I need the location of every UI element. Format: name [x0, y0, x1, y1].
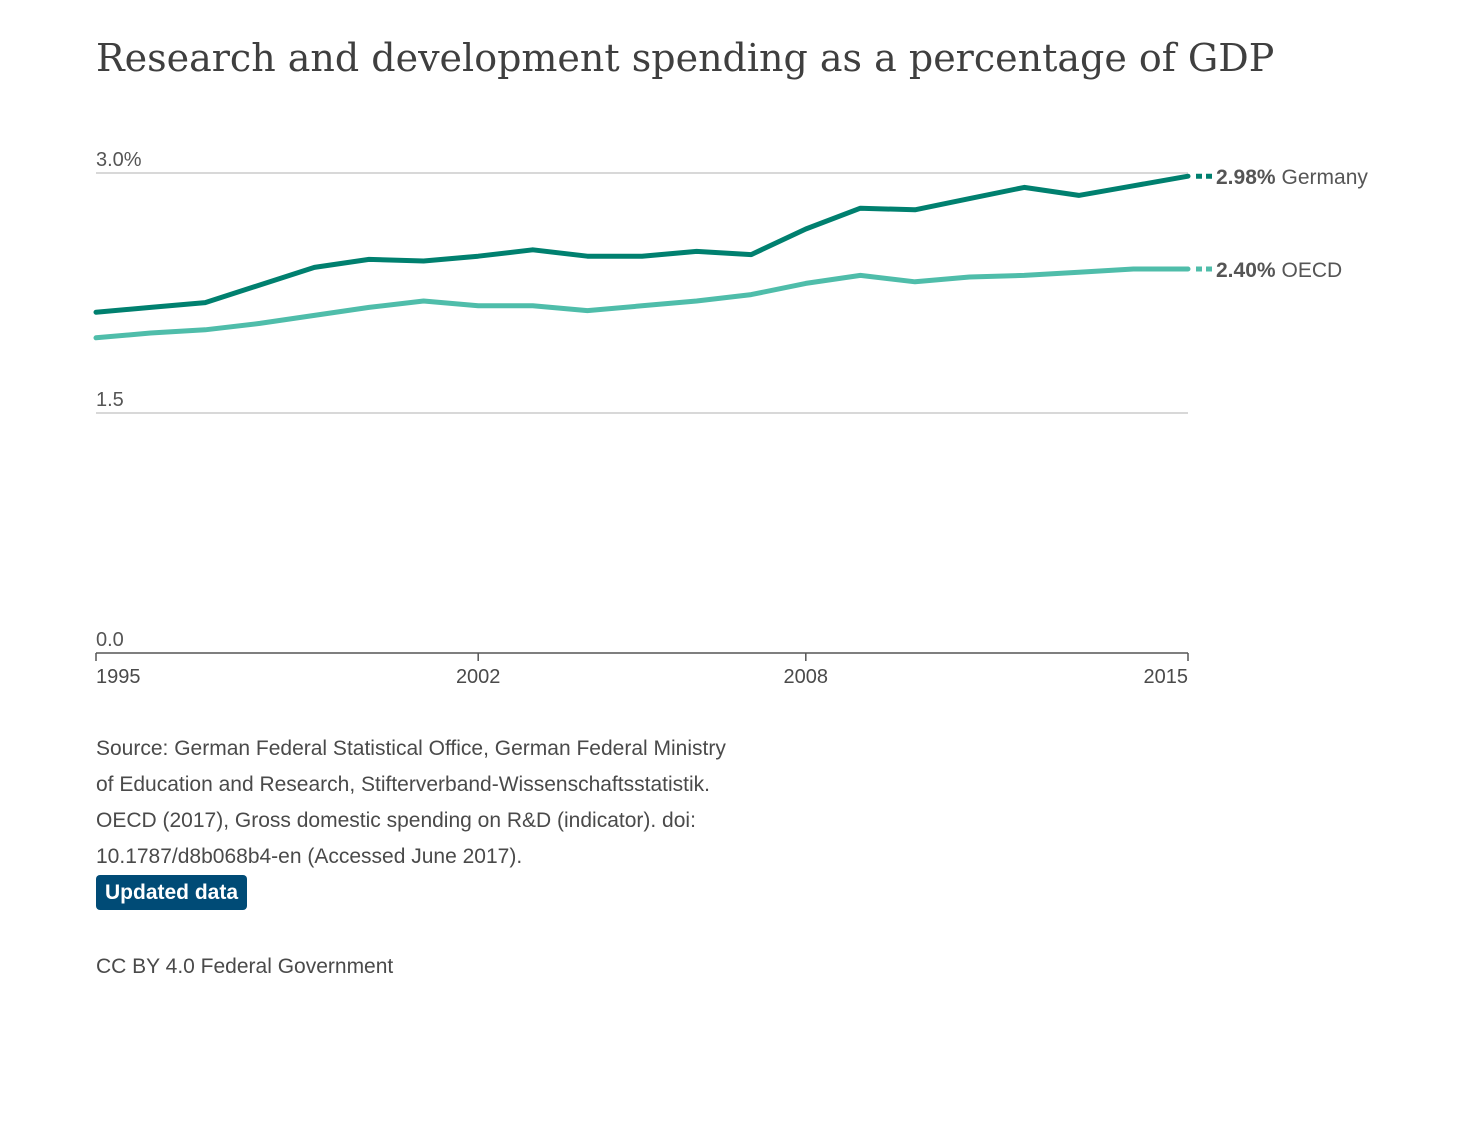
series-line-oecd — [93, 266, 1191, 341]
series-end-value: 2.40% — [1216, 259, 1276, 282]
x-tick-label: 1995 — [96, 666, 141, 688]
series-end-label: 2.98% Germany — [1216, 166, 1368, 189]
line-chart: 3.0% 1.5 0.0 1995 2002 2008 2015 2.98% Germany… — [93, 149, 1368, 688]
x-tick-label: 2008 — [784, 666, 829, 688]
series-lines — [93, 173, 1191, 341]
updated-data-button[interactable]: Updated data — [96, 875, 248, 910]
x-tick-label: 2002 — [456, 666, 501, 688]
series-name-label: OECD — [1282, 259, 1343, 282]
y-tick-label: 1.5 — [96, 389, 124, 411]
y-axis-tick-labels: 3.0% 1.5 0.0 — [96, 149, 142, 651]
series-end-label: 2.40% OECD — [1216, 259, 1342, 282]
license-note: CC BY 4.0 Federal Government — [96, 955, 394, 978]
source-note: Source: German Federal Statistical Offic… — [96, 737, 726, 868]
gridlines — [96, 172, 1188, 414]
series-line-germany — [93, 173, 1191, 315]
y-tick-label: 0.0 — [96, 629, 124, 651]
chart-title: Research and development spending as a p… — [96, 36, 1275, 80]
x-axis: 1995 2002 2008 2015 — [95, 652, 1189, 688]
x-tick-label: 2015 — [1144, 666, 1189, 688]
series-end-labels: 2.98% Germany 2.40% OECD — [1196, 166, 1368, 282]
chart-footer: Source: German Federal Statistical Offic… — [96, 731, 736, 985]
y-tick-label: 3.0% — [96, 149, 142, 171]
series-name-label: Germany — [1282, 166, 1369, 189]
series-end-value: 2.98% — [1216, 166, 1276, 189]
